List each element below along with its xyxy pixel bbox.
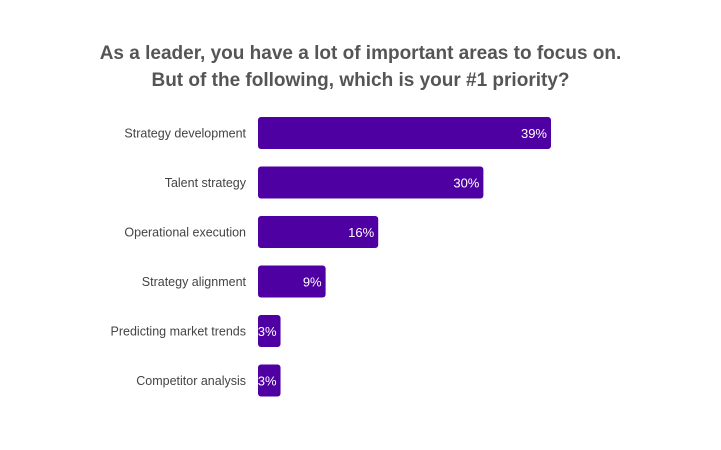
bar bbox=[258, 315, 281, 347]
category-label: Competitor analysis bbox=[136, 374, 246, 388]
chart-title-line-1: As a leader, you have a lot of important… bbox=[99, 43, 622, 64]
chart-title-line-2: But of the following, which is your #1 p… bbox=[151, 70, 570, 91]
value-label: 16% bbox=[348, 225, 374, 240]
value-label: 30% bbox=[453, 176, 479, 191]
category-label: Strategy alignment bbox=[142, 275, 247, 289]
bar bbox=[258, 166, 484, 199]
bar bbox=[258, 117, 551, 149]
value-label: 39% bbox=[521, 126, 547, 141]
bar bbox=[258, 265, 326, 298]
value-label: 3% bbox=[258, 374, 277, 389]
value-label: 9% bbox=[303, 275, 322, 290]
category-label: Operational execution bbox=[124, 226, 246, 240]
category-label: Predicting market trends bbox=[111, 325, 246, 339]
bar bbox=[258, 216, 379, 248]
category-label: Strategy development bbox=[124, 127, 246, 141]
bar bbox=[258, 364, 281, 397]
chart-title: As a leader, you have a lot of important… bbox=[0, 40, 721, 94]
value-label: 3% bbox=[258, 324, 277, 339]
category-label: Talent strategy bbox=[165, 176, 247, 190]
